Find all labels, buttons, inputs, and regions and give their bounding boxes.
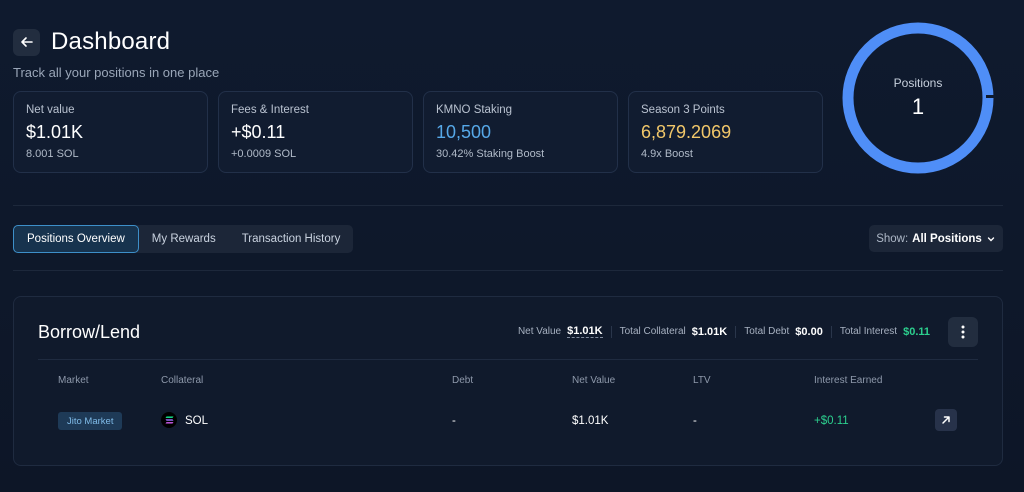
stat-label: Net value: [26, 104, 75, 116]
row-collateral: SOL: [185, 415, 209, 427]
row-interest-earned: +$0.11: [814, 415, 849, 427]
summary-value: $0.00: [795, 325, 823, 338]
row-net-value: $1.01K: [572, 415, 609, 427]
stat-value: 10,500: [436, 122, 492, 142]
section-divider: [13, 270, 1003, 271]
borrow-lend-panel: Borrow/Lend Net Value $1.01K Total Colla…: [13, 296, 1003, 466]
page-subtitle: Track all your positions in one place: [13, 65, 220, 80]
panel-summary: Net Value $1.01K Total Collateral $1.01K…: [510, 325, 938, 338]
positions-count: 1: [911, 94, 925, 119]
column-header-net-value: Net Value: [572, 375, 616, 386]
stat-card-season-points: Season 3 Points 6,879.2069 4.9x Boost: [628, 91, 823, 173]
tab-transaction-history[interactable]: Transaction History: [241, 233, 341, 245]
row-ltv: -: [693, 415, 697, 427]
stat-card-kmno-staking: KMNO Staking 10,500 30.42% Staking Boost: [423, 91, 618, 173]
summary-total-debt: Total Debt $0.00: [735, 325, 831, 338]
summary-label: Net Value: [517, 326, 562, 337]
section-divider: [13, 205, 1003, 206]
stat-cards: Net value $1.01K 8.001 SOL Fees & Intere…: [13, 91, 823, 173]
show-filter-value: All Positions: [912, 232, 982, 245]
panel-title: Borrow/Lend: [38, 322, 141, 342]
show-filter-label: Show:: [876, 232, 909, 245]
more-options-button[interactable]: [948, 317, 978, 347]
stat-sub: 30.42% Staking Boost: [436, 148, 545, 160]
open-position-button[interactable]: [935, 409, 957, 431]
positions-ring-text: Positions 1: [840, 20, 996, 176]
chevron-down-icon: [987, 236, 995, 241]
page-header: Dashboard Track all your positions in on…: [13, 28, 219, 80]
summary-value[interactable]: $1.01K: [567, 325, 603, 338]
solana-icon: [161, 412, 177, 428]
positions-ring-graphic: [842, 22, 996, 174]
column-header-ltv: LTV: [693, 375, 711, 386]
summary-label: Total Debt: [744, 326, 790, 337]
stat-value: $1.01K: [26, 122, 84, 142]
arrow-left-icon: [20, 37, 33, 47]
tab-bar: Positions Overview My Rewards Transactio…: [13, 225, 354, 253]
summary-total-interest: Total Interest $0.11: [830, 325, 938, 338]
column-header-interest-earned: Interest Earned: [814, 375, 883, 386]
panel-divider: [38, 359, 978, 360]
stat-label: KMNO Staking: [436, 104, 513, 116]
show-filter-dropdown[interactable]: Show: All Positions: [869, 225, 1003, 252]
row-debt: -: [452, 415, 456, 427]
more-vertical-icon: [961, 325, 965, 339]
column-header-collateral: Collateral: [161, 375, 204, 386]
summary-value: $0.11: [903, 325, 930, 338]
stat-value: 6,879.2069: [641, 122, 732, 142]
stat-label: Fees & Interest: [231, 104, 309, 116]
column-header-market: Market: [58, 375, 89, 386]
back-button[interactable]: [13, 28, 40, 56]
stat-label: Season 3 Points: [641, 104, 725, 116]
title-row: Dashboard: [13, 28, 219, 56]
summary-label: Total Collateral: [619, 326, 686, 337]
summary-total-collateral: Total Collateral $1.01K: [610, 325, 736, 338]
summary-label: Total Interest: [839, 326, 898, 337]
market-badge[interactable]: Jito Market: [58, 412, 123, 430]
stat-sub: 4.9x Boost: [641, 148, 693, 160]
tab-positions-overview[interactable]: Positions Overview: [13, 225, 139, 253]
arrow-up-right-icon: [942, 416, 950, 424]
stat-card-net-value: Net value $1.01K 8.001 SOL: [13, 91, 208, 173]
positions-label: Positions: [893, 76, 943, 90]
stat-value: +$0.11: [231, 122, 286, 142]
page-title: Dashboard: [51, 28, 171, 55]
tab-my-rewards[interactable]: My Rewards: [151, 233, 216, 245]
stat-sub: 8.001 SOL: [26, 148, 79, 160]
column-header-debt: Debt: [452, 375, 474, 386]
positions-ring: Positions 1: [840, 20, 996, 176]
summary-net-value: Net Value $1.01K: [510, 325, 611, 338]
stat-card-fees-interest: Fees & Interest +$0.11 +0.0009 SOL: [218, 91, 413, 173]
summary-value: $1.01K: [691, 325, 728, 338]
stat-sub: +0.0009 SOL: [231, 148, 297, 160]
